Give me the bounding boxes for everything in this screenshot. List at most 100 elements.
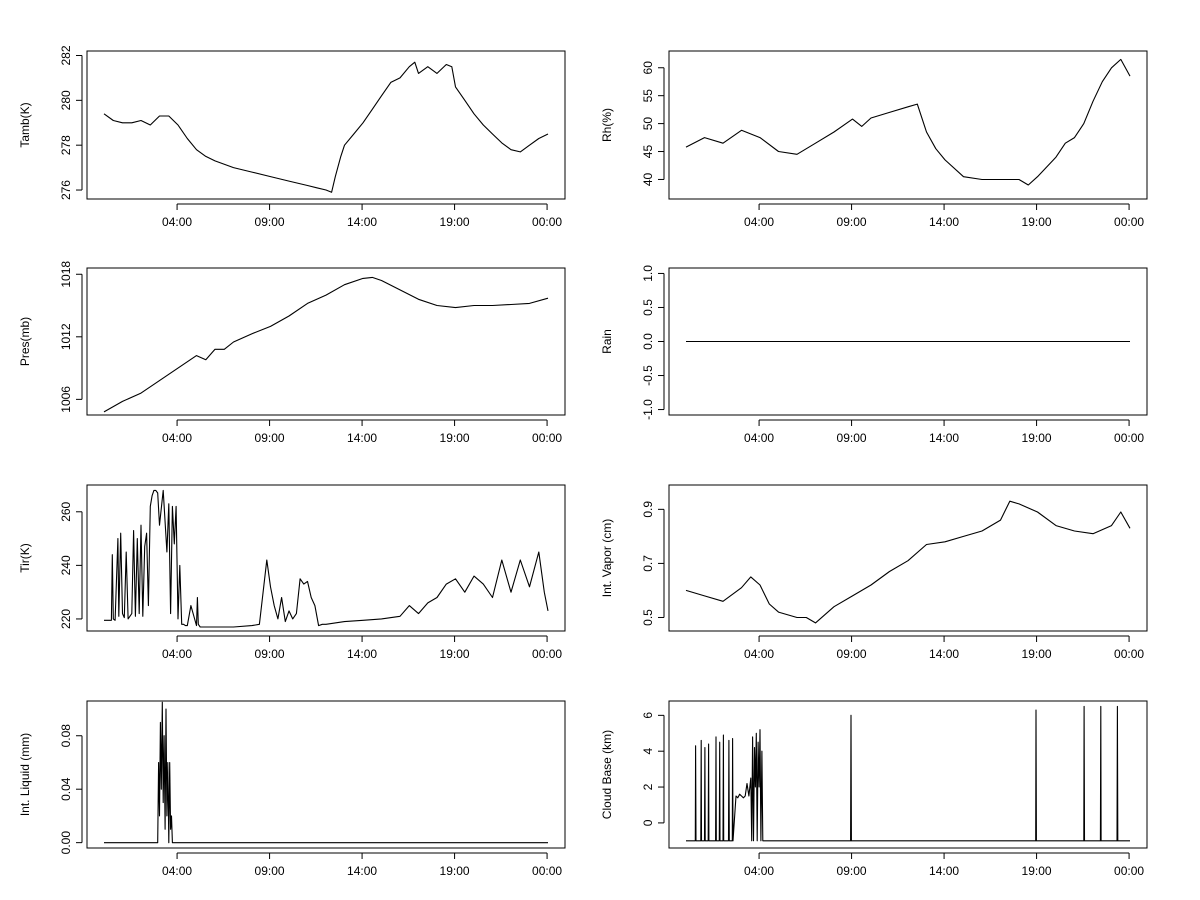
x-tick-label: 00:00	[1114, 864, 1144, 878]
x-tick-label: 04:00	[744, 864, 774, 878]
panel-vapor: 04:00 09:00 14:00 19:00 00:00 0.5 0.7 0.9 Int. V…	[600, 484, 1148, 661]
y-tick-label: 1018	[59, 261, 73, 288]
y-tick-label: 0.9	[641, 501, 655, 518]
x-tick-label: 14:00	[929, 431, 959, 445]
x-tick-label: 09:00	[255, 431, 285, 445]
x-tick-label: 19:00	[1022, 215, 1052, 229]
y-tick-label: 4	[641, 748, 655, 755]
series-line-tamb	[103, 61, 549, 193]
y-tick-label: 280	[59, 90, 73, 110]
series-line-liquid	[104, 701, 548, 844]
x-tick-label: 14:00	[347, 647, 377, 661]
y-tick-label: 50	[641, 117, 655, 131]
x-tick-label: 00:00	[1114, 647, 1144, 661]
y-tick-label: 0.0	[641, 333, 655, 350]
y-tick-label: 0	[641, 819, 655, 826]
plot-frame	[86, 50, 566, 200]
y-tick-label: 276	[59, 180, 73, 200]
plot-frame	[668, 484, 1148, 632]
y-tick-label: 45	[641, 145, 655, 159]
y-tick-label: 1006	[59, 386, 73, 413]
y-tick-label: 0.04	[59, 777, 73, 801]
x-tick-label: 09:00	[255, 215, 285, 229]
x-tick-label: 04:00	[744, 647, 774, 661]
x-tick-label: 00:00	[532, 864, 562, 878]
plot-frame	[86, 700, 566, 849]
x-tick-label: 04:00	[162, 215, 192, 229]
plot-frame	[86, 484, 566, 632]
x-tick-label: 19:00	[440, 431, 470, 445]
x-tick-label: 00:00	[532, 431, 562, 445]
y-axis-label: Tir(K)	[18, 543, 32, 573]
y-tick-label: 0.7	[641, 555, 655, 572]
y-axis-label: Rh(%)	[600, 108, 614, 142]
x-tick-label: 04:00	[162, 431, 192, 445]
panel-liquid: 04:00 09:00 14:00 19:00 00:00 0.00 0.04 0.08 Int…	[18, 700, 566, 878]
y-tick-label: 0.00	[59, 831, 73, 855]
x-tick-label: 00:00	[532, 647, 562, 661]
x-tick-label: 09:00	[837, 647, 867, 661]
series-line-tir	[104, 489, 549, 628]
x-tick-label: 04:00	[744, 431, 774, 445]
x-tick-label: 19:00	[1022, 864, 1052, 878]
y-axis-label: Cloud Base (km)	[600, 730, 614, 819]
y-tick-label: 0.5	[641, 299, 655, 316]
panel-rh: 04:00 09:00 14:00 19:00 00:00 40 45 50 55 60 Rh(%)	[600, 50, 1148, 229]
series-line-rh	[685, 58, 1131, 186]
x-tick-label: 00:00	[1114, 215, 1144, 229]
y-tick-label: 1.0	[641, 265, 655, 282]
x-tick-label: 19:00	[440, 215, 470, 229]
y-tick-label: 2	[641, 783, 655, 790]
y-axis-label: Int. Liquid (mm)	[18, 733, 32, 816]
x-tick-label: 14:00	[347, 864, 377, 878]
plot-frame	[668, 267, 1148, 416]
x-tick-label: 00:00	[1114, 431, 1144, 445]
y-tick-label: 260	[59, 501, 73, 521]
x-tick-label: 14:00	[347, 431, 377, 445]
y-axis-label: Pres(mb)	[18, 317, 32, 366]
panel-rain: 04:00 09:00 14:00 19:00 00:00 -1.0 -0.5 0.0 0.5 1…	[600, 265, 1148, 445]
series-line-vapor	[685, 500, 1131, 624]
plot-frame	[668, 700, 1148, 849]
y-tick-label: -0.5	[641, 365, 655, 386]
x-tick-label: 19:00	[1022, 431, 1052, 445]
y-tick-label: 0.08	[59, 724, 73, 748]
y-tick-label: 282	[59, 45, 73, 65]
plot-frame	[668, 50, 1148, 200]
x-tick-label: 19:00	[440, 864, 470, 878]
y-axis-label: Rain	[600, 329, 614, 354]
y-tick-label: 278	[59, 135, 73, 155]
x-tick-label: 09:00	[837, 215, 867, 229]
y-axis-label: Int. Vapor (cm)	[600, 519, 614, 597]
x-tick-label: 04:00	[162, 864, 192, 878]
y-tick-label: 40	[641, 172, 655, 186]
panel-pres: 04:00 09:00 14:00 19:00 00:00 1006 1012 1018 Pre…	[18, 261, 566, 445]
x-tick-label: 09:00	[255, 647, 285, 661]
x-tick-label: 14:00	[929, 647, 959, 661]
x-tick-label: 14:00	[929, 215, 959, 229]
x-tick-label: 14:00	[347, 215, 377, 229]
panel-tir: 04:00 09:00 14:00 19:00 00:00 220 240 260 Tir(K)	[18, 484, 566, 661]
x-tick-label: 19:00	[440, 647, 470, 661]
series-line-pres	[103, 276, 549, 413]
y-tick-label: 1012	[59, 323, 73, 350]
y-tick-label: -1.0	[641, 399, 655, 420]
series-line-cloud	[686, 705, 1130, 842]
x-tick-label: 00:00	[532, 215, 562, 229]
x-tick-label: 09:00	[837, 864, 867, 878]
y-tick-label: 6	[641, 712, 655, 719]
x-tick-label: 19:00	[1022, 647, 1052, 661]
x-tick-label: 14:00	[929, 864, 959, 878]
y-axis-label: Tamb(K)	[18, 102, 32, 147]
y-tick-label: 220	[59, 609, 73, 629]
y-tick-label: 240	[59, 555, 73, 575]
plot-frame	[86, 267, 566, 416]
x-tick-label: 04:00	[162, 647, 192, 661]
y-tick-label: 55	[641, 89, 655, 103]
y-tick-label: 0.5	[641, 609, 655, 626]
panel-cloud: 04:00 09:00 14:00 19:00 00:00 0 2 4 6 Cloud Base …	[600, 700, 1148, 878]
y-tick-label: 60	[641, 61, 655, 75]
panel-tamb: 04:00 09:00 14:00 19:00 00:00 276 278 280 282 Tam…	[18, 45, 566, 229]
x-tick-label: 04:00	[744, 215, 774, 229]
